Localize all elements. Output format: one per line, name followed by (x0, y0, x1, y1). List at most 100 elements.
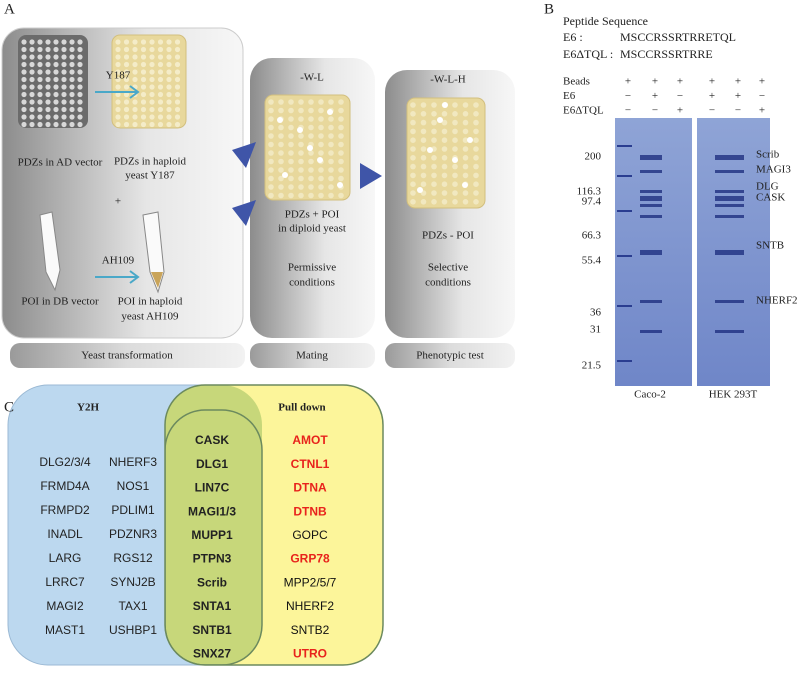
label: PDZs in haploid (114, 156, 187, 168)
well (174, 61, 181, 68)
well (115, 46, 121, 53)
well (149, 99, 155, 105)
band (715, 155, 744, 160)
label: POI in haploid (118, 296, 183, 308)
well (53, 39, 59, 45)
tube (39, 211, 61, 292)
row-label: E6 (563, 90, 576, 102)
well (441, 163, 448, 170)
well (278, 184, 284, 190)
well (69, 99, 75, 105)
well (473, 119, 479, 126)
well (174, 39, 181, 45)
well (132, 99, 138, 105)
well (288, 184, 294, 190)
well (115, 121, 121, 128)
gene: MAGI1/3 (188, 504, 236, 518)
well (53, 91, 59, 98)
well (53, 69, 59, 75)
gene: FRMPD2 (40, 503, 90, 517)
well (174, 84, 181, 90)
well (318, 175, 324, 182)
well (61, 61, 67, 68)
arrow (95, 270, 140, 284)
gene: PDZNR3 (109, 527, 157, 541)
sign: + (735, 76, 741, 88)
well (473, 146, 479, 152)
gene: INADL (47, 527, 83, 541)
colony (327, 109, 333, 115)
well (166, 76, 172, 83)
label: PDZs - POI (422, 230, 474, 242)
well (77, 46, 83, 53)
well (29, 84, 35, 90)
gene: UTRO (293, 646, 327, 660)
well (157, 69, 164, 75)
well (410, 119, 416, 126)
well (140, 54, 147, 60)
well (338, 150, 344, 156)
well (166, 106, 172, 113)
label: -W-L (300, 72, 324, 84)
sign: − (735, 105, 741, 117)
well (115, 76, 121, 83)
gene: AMOT (292, 433, 328, 447)
well (431, 172, 437, 179)
well (473, 128, 479, 135)
well (473, 199, 479, 205)
gene: CTNL1 (291, 457, 330, 471)
well (21, 46, 27, 53)
well (288, 124, 294, 131)
well (338, 192, 344, 199)
well (462, 155, 469, 161)
stage-label: Phenotypic test (416, 350, 484, 362)
label: E6 : (563, 30, 583, 44)
band (617, 210, 632, 212)
well (473, 111, 479, 117)
well (410, 181, 416, 187)
well (431, 190, 437, 196)
band-label: DLG (756, 181, 779, 193)
well (123, 106, 130, 113)
arrowhead (232, 200, 256, 226)
well (338, 99, 344, 105)
well (21, 39, 27, 45)
plate-wells (21, 39, 479, 205)
band (715, 250, 744, 255)
well (268, 141, 274, 148)
well (452, 199, 458, 205)
well (140, 99, 147, 105)
gene: PTPN3 (193, 552, 232, 566)
well (308, 107, 314, 114)
well (441, 181, 448, 187)
well (149, 106, 155, 113)
colony (417, 187, 423, 193)
well (45, 76, 51, 83)
well (166, 121, 172, 128)
sign: − (625, 105, 631, 117)
cell-line: Caco-2 (634, 389, 666, 401)
well (452, 128, 458, 135)
well (123, 84, 130, 90)
well (410, 102, 416, 108)
band (640, 215, 662, 218)
well (149, 39, 155, 45)
label: MSCCRSSRTRRE (620, 47, 713, 61)
well (132, 114, 138, 120)
label: Selective (428, 262, 468, 274)
well (278, 133, 284, 139)
well (140, 39, 147, 45)
well (37, 91, 43, 98)
well (123, 91, 130, 98)
well (140, 106, 147, 113)
well (268, 99, 274, 105)
well (328, 175, 334, 182)
gene: NHERF2 (286, 599, 334, 613)
well (308, 192, 314, 199)
well (452, 102, 458, 108)
well (77, 39, 83, 45)
well (431, 119, 437, 126)
well (338, 167, 344, 173)
well (268, 133, 274, 139)
well (174, 46, 181, 53)
